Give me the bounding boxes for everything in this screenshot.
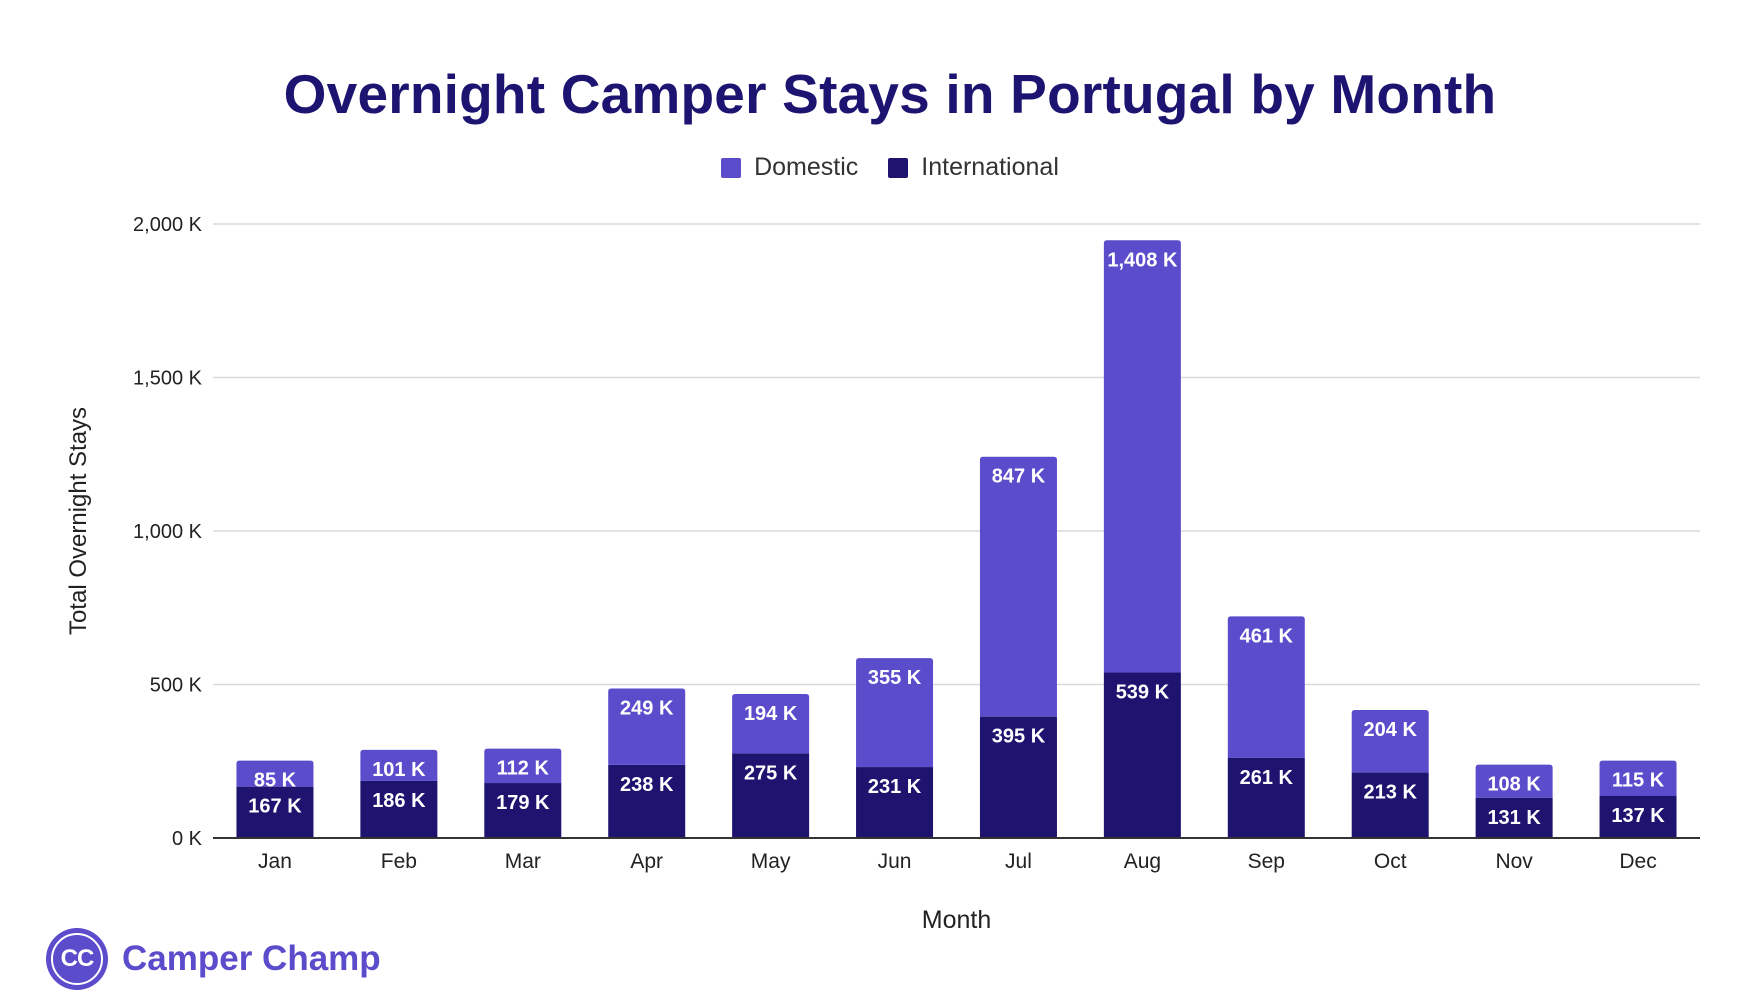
y-tick-label: 1,500 K xyxy=(133,368,203,390)
data-label-domestic-oct: 204 K xyxy=(1364,719,1418,741)
legend-swatch-domestic xyxy=(721,157,742,178)
x-tick-label-nov: Nov xyxy=(1495,850,1533,873)
chart-title: Overnight Camper Stays in Portugal by Mo… xyxy=(283,63,1497,125)
bar-domestic-feb xyxy=(360,749,438,781)
legend-item-domestic: Domestic xyxy=(721,153,858,182)
x-axis-title: Month xyxy=(922,906,991,934)
x-tick-label-apr: Apr xyxy=(630,850,663,873)
gridlines xyxy=(213,223,1700,686)
data-label-international-may: 275 K xyxy=(744,763,798,785)
y-tick-label: 500 K xyxy=(150,675,203,697)
data-label-international-nov: 131 K xyxy=(1487,807,1541,829)
x-axis-ticks: Jan Feb Mar Apr May Jun Jul Aug Sep Oct Nov Dec xyxy=(258,850,1657,873)
data-label-international-jun: 231 K xyxy=(868,776,922,798)
data-label-international-oct: 213 K xyxy=(1364,782,1418,804)
y-tick-label: 2,000 K xyxy=(133,214,203,236)
bar-domestic-dec xyxy=(1599,760,1677,796)
bar-domestic-jan xyxy=(236,760,314,787)
bar-international-nov xyxy=(1475,797,1553,838)
bars xyxy=(236,240,1677,838)
bar-domestic-jul xyxy=(979,456,1057,717)
data-label-international-mar: 179 K xyxy=(496,792,550,814)
bar-international-apr xyxy=(608,764,686,838)
bar-international-aug xyxy=(1103,672,1181,838)
data-label-domestic-dec: 115 K xyxy=(1612,770,1665,792)
bar-domestic-nov xyxy=(1475,764,1553,798)
x-tick-label-feb: Feb xyxy=(381,850,417,873)
data-labels: 85 K 167 K 101 K 186 K 112 K 179 K 249 K 238 K 1… xyxy=(248,249,1665,829)
data-label-domestic-aug: 1,408 K xyxy=(1107,249,1178,271)
x-tick-label-dec: Dec xyxy=(1619,850,1656,873)
bar-domestic-apr xyxy=(608,688,686,765)
data-label-domestic-nov: 108 K xyxy=(1487,774,1541,796)
brand-logo-icon: CC xyxy=(46,928,108,990)
x-tick-label-aug: Aug xyxy=(1124,850,1161,873)
bar-domestic-mar xyxy=(484,748,562,784)
bar-international-jun xyxy=(856,767,934,838)
data-label-domestic-apr: 249 K xyxy=(620,697,674,719)
legend-label-domestic: Domestic xyxy=(754,153,859,181)
bar-domestic-jun xyxy=(856,658,934,768)
bar-domestic-aug xyxy=(1103,240,1181,673)
bar-international-feb xyxy=(360,780,438,838)
x-tick-label-mar: Mar xyxy=(505,850,541,873)
x-tick-label-may: May xyxy=(751,850,791,873)
bar-international-jul xyxy=(979,716,1057,838)
bar-international-dec xyxy=(1599,795,1677,838)
data-label-domestic-jan: 85 K xyxy=(254,770,297,792)
y-axis-ticks: 0 K 500 K 1,000 K 1,500 K 2,000 K xyxy=(133,214,203,850)
brand-logo-text: CC xyxy=(60,945,95,972)
bar-international-oct xyxy=(1351,772,1429,838)
data-label-international-feb: 186 K xyxy=(372,790,426,812)
data-label-international-aug: 539 K xyxy=(1116,682,1170,704)
bar-domestic-may xyxy=(732,694,810,754)
y-axis-title: Total Overnight Stays xyxy=(65,407,92,635)
data-label-domestic-may: 194 K xyxy=(744,703,798,725)
data-label-domestic-jun: 355 K xyxy=(868,667,922,689)
data-label-international-jan: 167 K xyxy=(248,796,302,818)
data-label-international-apr: 238 K xyxy=(620,774,674,796)
bar-international-jan xyxy=(236,786,314,838)
bar-international-mar xyxy=(484,783,562,838)
y-tick-label: 0 K xyxy=(172,828,203,850)
y-tick-label: 1,000 K xyxy=(133,521,203,543)
x-tick-label-oct: Oct xyxy=(1374,850,1407,873)
brand-name: Camper Champ xyxy=(122,939,381,978)
legend-item-international: International xyxy=(888,153,1059,182)
data-label-domestic-sep: 461 K xyxy=(1240,625,1294,647)
data-label-international-sep: 261 K xyxy=(1240,767,1294,789)
legend-swatch-international xyxy=(888,157,909,178)
data-label-domestic-feb: 101 K xyxy=(372,759,426,781)
bar-international-sep xyxy=(1227,757,1305,838)
x-tick-label-sep: Sep xyxy=(1248,850,1285,873)
bar-international-may xyxy=(732,753,810,838)
legend: Domestic International xyxy=(0,153,1760,182)
data-label-international-jul: 395 K xyxy=(992,726,1046,748)
brand: CC Camper Champ xyxy=(46,928,381,990)
x-tick-label-jul: Jul xyxy=(1005,850,1032,873)
data-label-international-dec: 137 K xyxy=(1611,805,1665,827)
x-tick-label-jun: Jun xyxy=(878,850,912,873)
x-tick-label-jan: Jan xyxy=(258,850,292,873)
bar-domestic-sep xyxy=(1227,616,1305,758)
legend-label-international: International xyxy=(921,153,1059,181)
bar-domestic-oct xyxy=(1351,709,1429,773)
data-label-domestic-jul: 847 K xyxy=(992,466,1046,488)
data-label-domestic-mar: 112 K xyxy=(497,758,550,780)
